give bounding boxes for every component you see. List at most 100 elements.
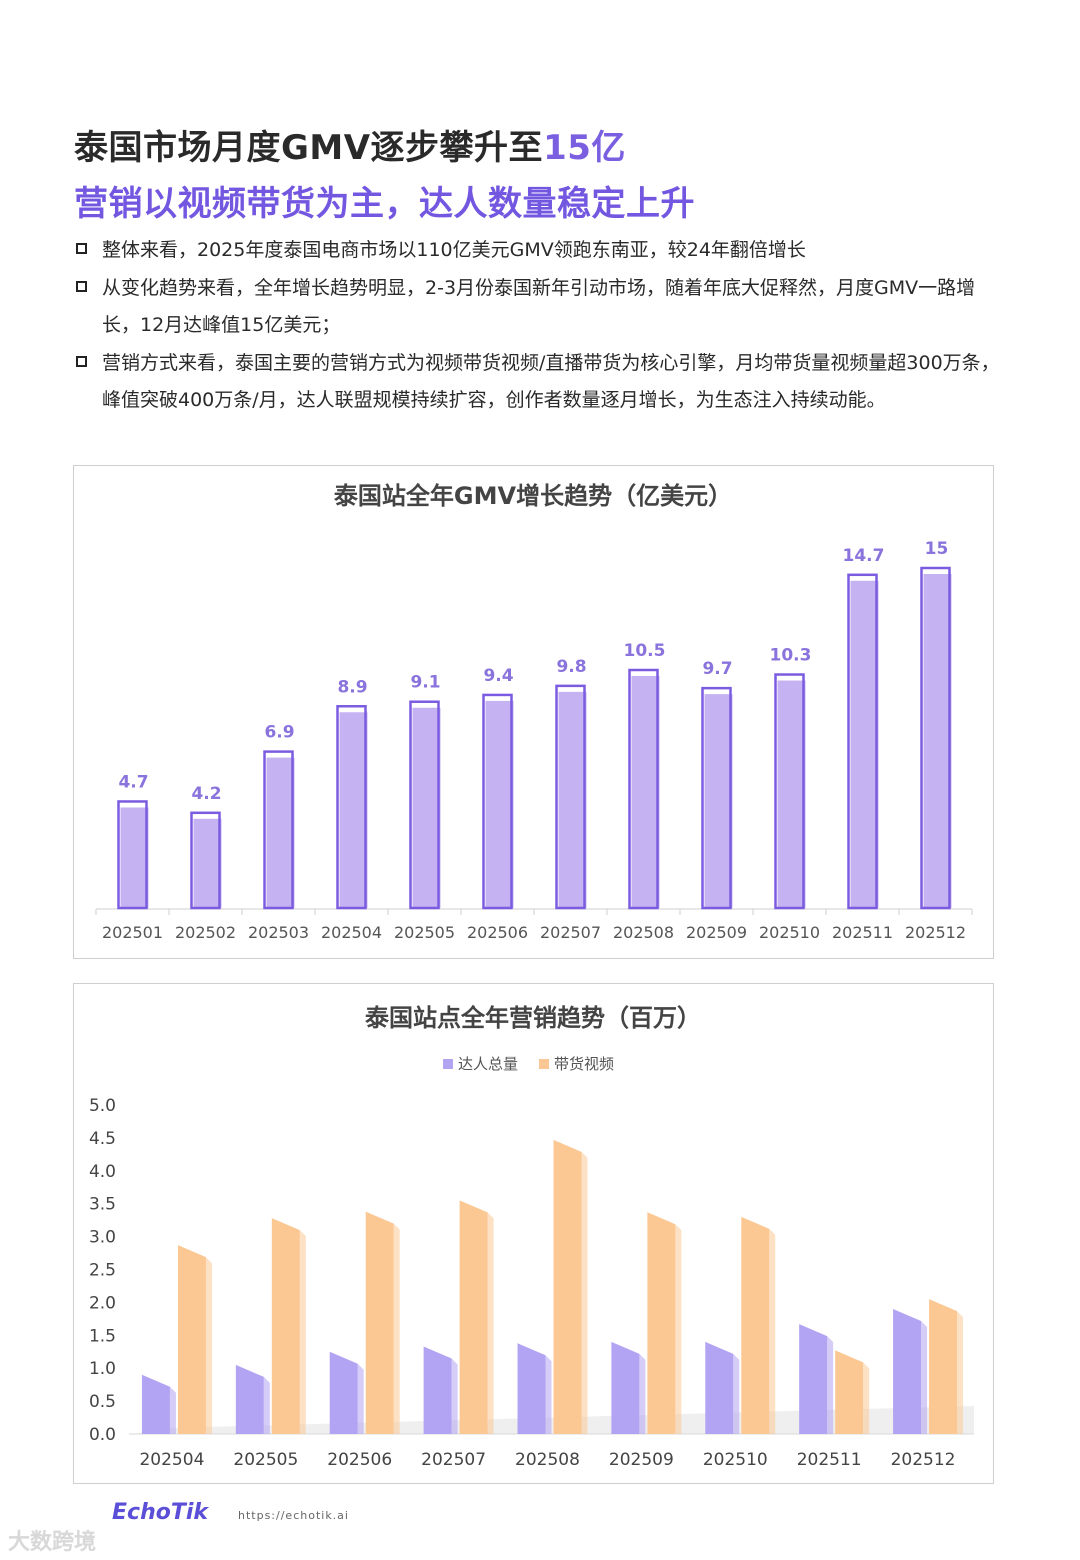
gmv-bar-fill [923, 574, 952, 908]
gmv-data-label: 9.4 [483, 666, 513, 686]
gmv-bar-outline [920, 566, 951, 910]
y-tick-label: 3.5 [89, 1195, 116, 1215]
series-1-bar [893, 1308, 922, 1434]
x-tick-label: 202509 [609, 1450, 674, 1470]
gmv-bar-outline [409, 700, 440, 910]
gmv-bar-outline [482, 693, 513, 910]
gmv-bar-outline [701, 686, 732, 910]
chart-title: 泰国站全年GMV增长趋势（亿美元） [334, 482, 732, 510]
gmv-data-label: 8.9 [337, 677, 367, 697]
gmv-bar-fill [631, 676, 660, 908]
x-tick-label: 202503 [248, 923, 309, 942]
series-1-bar [611, 1341, 640, 1434]
gmv-bar-outline [555, 684, 586, 910]
gmv-bar-fill [266, 757, 295, 908]
gmv-data-label: 4.7 [118, 772, 148, 792]
series-1-bar [141, 1374, 170, 1434]
series-1-bar-side [921, 1320, 928, 1434]
series-1-bar-side [169, 1386, 176, 1434]
gmv-bar-outline [628, 668, 659, 910]
series-2-bar-side [769, 1228, 776, 1434]
series-2-bar [647, 1212, 676, 1434]
footer-url: https://echotik.ai [238, 1509, 349, 1522]
x-tick-label: 202507 [540, 923, 601, 942]
marketing-chart: 泰国站点全年营销趋势（百万） 达人总量 带货视频 0.0 0.5 1.0 1.5 2.0 2.5… [89, 1004, 974, 1470]
x-tick-label: 202510 [703, 1450, 768, 1470]
y-tick-label: 0.0 [89, 1425, 116, 1445]
gmv-bar-outline [263, 750, 294, 910]
x-tick-label: 202506 [327, 1450, 392, 1470]
x-tick-label: 202512 [905, 923, 966, 942]
gmv-data-label: 9.7 [702, 659, 732, 679]
gmv-bar-outline [847, 573, 878, 910]
series-2-bar [553, 1139, 582, 1434]
chart-title: 泰国站点全年营销趋势（百万） [365, 1004, 701, 1032]
echotik-logo: EchoTik [112, 1500, 209, 1525]
gmv-bar-outline [190, 811, 221, 910]
series-1-bar [705, 1341, 734, 1434]
x-tick-label: 202505 [233, 1450, 298, 1470]
y-tick-label: 0.5 [89, 1392, 116, 1412]
checkbox-square-icon [76, 281, 87, 292]
gmv-data-label: 6.9 [264, 723, 294, 743]
legend-swatch-series-2 [539, 1059, 549, 1069]
y-tick-label: 3.0 [89, 1228, 116, 1248]
y-tick-label: 1.5 [89, 1326, 116, 1346]
y-tick-label: 2.5 [89, 1261, 116, 1281]
series-1-bar-side [357, 1363, 364, 1434]
checkbox-square-icon [76, 356, 87, 367]
series-2-bar [177, 1245, 206, 1434]
series-2-bar-side [205, 1257, 212, 1434]
series-1-bar-side [263, 1376, 270, 1434]
gmv-bar-outline [774, 673, 805, 910]
gmv-bar-fill [193, 818, 222, 908]
x-tick-label: 202504 [139, 1450, 204, 1470]
gmv-data-label: 9.8 [556, 657, 586, 677]
x-tick-label: 202506 [467, 923, 528, 942]
y-tick-label: 4.0 [89, 1162, 116, 1182]
series-2-bar [929, 1299, 958, 1434]
y-tick-label: 2.0 [89, 1293, 116, 1313]
gmv-data-label: 14.7 [843, 546, 885, 566]
y-tick-label: 5.0 [89, 1096, 116, 1116]
bullet-text: 整体来看，2025年度泰国电商市场以110亿美元GMV领跑东南亚，较24年翻倍增… [102, 239, 806, 261]
page-title-main: 泰国市场月度GMV逐步攀升至 [74, 128, 544, 168]
series-2-bar-side [299, 1230, 306, 1434]
series-2-bar-side [581, 1151, 588, 1434]
x-tick-label: 202508 [613, 923, 674, 942]
series-2-bar-side [863, 1362, 870, 1434]
x-tick-label: 202505 [394, 923, 455, 942]
gmv-chart: 泰国站全年GMV增长趋势（亿美元） 4.7 202501 4.2 202502 6.9 20… [95, 482, 973, 942]
series-2-bar-side [393, 1223, 400, 1434]
legend-label-series-2: 带货视频 [554, 1055, 614, 1073]
gmv-bar-fill [339, 712, 368, 908]
y-tick-label: 4.5 [89, 1129, 116, 1149]
gmv-data-label: 9.1 [410, 673, 440, 693]
bullet-list: 整体来看，2025年度泰国电商市场以110亿美元GMV领跑东南亚，较24年翻倍增… [76, 232, 1006, 420]
gmv-bar-fill [777, 680, 806, 908]
x-tick-label: 202512 [891, 1450, 956, 1470]
legend-swatch-series-1 [443, 1059, 453, 1069]
gmv-bar-fill [558, 691, 587, 908]
gmv-bar-fill [412, 707, 441, 908]
gmv-data-label: 10.3 [770, 646, 812, 666]
gmv-bar-fill [850, 580, 879, 908]
bullet-item: 从变化趋势来看，全年增长趋势明显，2-3月份泰国新年引动市场，随着年底大促释然，… [76, 270, 1006, 344]
series-2-bar [365, 1211, 394, 1434]
gmv-bar-fill [120, 807, 149, 908]
gmv-data-label: 4.2 [191, 784, 221, 804]
x-tick-label: 202504 [321, 923, 382, 942]
x-tick-label: 202501 [102, 923, 163, 942]
checkbox-square-icon [76, 243, 87, 254]
series-2-bar-side [675, 1224, 682, 1434]
page-title: 泰国市场月度GMV逐步攀升至15亿 [74, 120, 626, 169]
series-1-bar [423, 1346, 452, 1434]
series-2-bar [835, 1350, 864, 1434]
series-2-bar-side [487, 1212, 494, 1434]
gmv-bar-fill [704, 694, 733, 908]
series-1-bar [329, 1351, 358, 1434]
gmv-bar-outline [336, 705, 367, 910]
series-2-bar [271, 1218, 300, 1434]
x-tick-label: 202510 [759, 923, 820, 942]
gmv-chart-panel: 泰国站全年GMV增长趋势（亿美元） 4.7 202501 4.2 202502 6.9 20… [73, 465, 994, 959]
